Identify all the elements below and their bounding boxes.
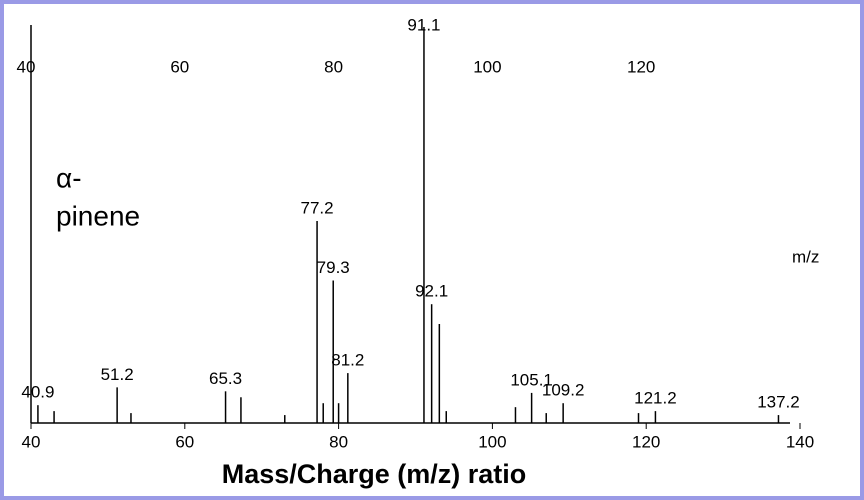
peak-label: 91.1 bbox=[407, 15, 440, 34]
peak-label: 40.9 bbox=[21, 383, 54, 402]
top-tick-label: 40 bbox=[17, 57, 36, 76]
peak-label: 51.2 bbox=[101, 365, 134, 384]
peak-label: 109.2 bbox=[542, 381, 585, 400]
peak-label: 79.3 bbox=[317, 258, 350, 277]
peak-label: 92.1 bbox=[415, 282, 448, 301]
x-tick-label: 60 bbox=[175, 432, 194, 451]
peak-label: 121.2 bbox=[634, 389, 677, 408]
annotation: pinene bbox=[56, 200, 140, 231]
top-tick-label: 60 bbox=[170, 57, 189, 76]
x-axis-title: Mass/Charge (m/z) ratio bbox=[222, 459, 527, 489]
top-tick-label: 80 bbox=[324, 57, 343, 76]
top-tick-label: 120 bbox=[627, 57, 655, 76]
annotation: α- bbox=[56, 162, 82, 193]
x-tick-label: 80 bbox=[329, 432, 348, 451]
peak-label: 81.2 bbox=[331, 351, 364, 370]
unit-label: m/z bbox=[792, 247, 819, 266]
peak-label: 105.1 bbox=[510, 370, 553, 389]
peak-label: 137.2 bbox=[757, 393, 800, 412]
peak-label: 65.3 bbox=[209, 369, 242, 388]
x-tick-label: 120 bbox=[632, 432, 660, 451]
x-tick-label: 100 bbox=[478, 432, 506, 451]
peak-label: 77.2 bbox=[301, 199, 334, 218]
x-tick-label: 40 bbox=[22, 432, 41, 451]
chart: Mass/Charge (m/z) ratio m/z α- pinene 40… bbox=[17, 15, 820, 489]
top-tick-label: 100 bbox=[473, 57, 501, 76]
x-tick-label: 140 bbox=[786, 432, 814, 451]
